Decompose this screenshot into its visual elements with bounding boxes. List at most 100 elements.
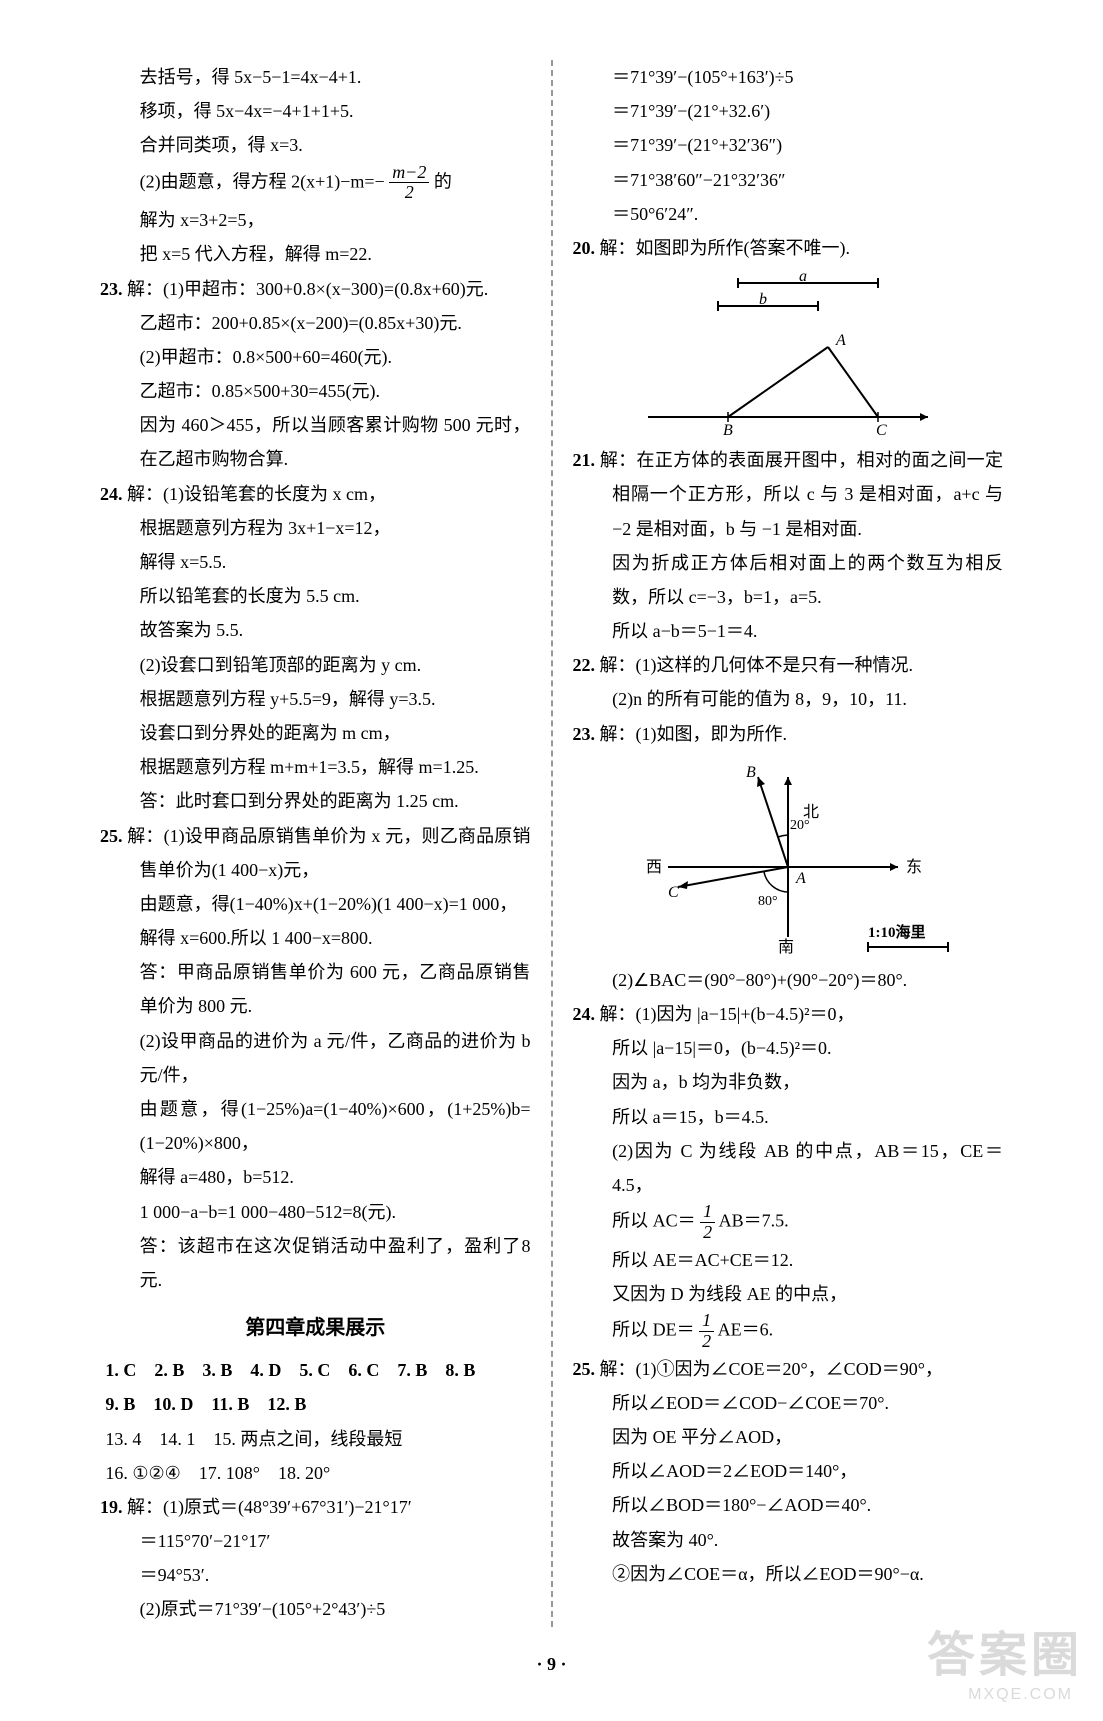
text-line: 所以 DE＝ 1 2 AE＝6. (573, 1311, 1004, 1352)
text-line: ＝71°38′60″−21°32′36″ (573, 163, 1004, 197)
problem-20: 20. 解：如图即为所作(答案不唯一). (573, 231, 1004, 265)
denominator: 2 (700, 1223, 715, 1243)
text-line: ＝71°39′−(21°+32.6′) (573, 94, 1004, 128)
text-line: ②因为∠COE＝α，所以∠EOD＝90°−α. (573, 1557, 1004, 1591)
text-line: 所以∠AOD＝2∠EOD＝140°， (573, 1454, 1004, 1488)
watermark-url: MXQE.COM (968, 1680, 1073, 1710)
text-line: (2)甲超市：0.8×500+60=460(元). (100, 340, 531, 374)
text-part: 的 (434, 171, 452, 191)
text-line: 解得 x=600.所以 1 400−x=800. (100, 921, 531, 955)
svg-text:C: C (668, 884, 679, 901)
text-line: 所以 |a−15|＝0，(b−4.5)²＝0. (573, 1031, 1004, 1065)
problem-19: 19. 解：(1)原式＝(48°39′+67°31′)−21°17′ (100, 1490, 531, 1524)
text-line: 解：(1)设甲商品原销售单价为 x 元，则乙商品原销售单价为(1 400−x)元… (127, 826, 530, 880)
text-part: (2)由题意，得方程 2(x+1)−m=− (140, 171, 385, 191)
svg-text:北: 北 (803, 803, 819, 821)
answer-row: 9. B 10. D 11. B 12. B (100, 1387, 531, 1421)
text-line: ＝71°39′−(105°+163′)÷5 (573, 60, 1004, 94)
text-line: 因为 460＞455，所以当顾客累计购物 500 元时，在乙超市购物合算. (100, 408, 531, 476)
text-line: ＝71°39′−(21°+32′36″) (573, 128, 1004, 162)
problem-number: 20. (573, 238, 596, 258)
text-line: 乙超市：200+0.85×(x−200)=(0.85x+30)元. (100, 306, 531, 340)
text-line: 所以 a＝15，b＝4.5. (573, 1100, 1004, 1134)
svg-text:东: 东 (906, 858, 922, 876)
text-line: (2)∠BAC＝(90°−80°)+(90°−20°)＝80°. (573, 963, 1004, 997)
text-line: 由题意，得(1−25%)a=(1−40%)×600，(1+25%)b=(1−20… (100, 1092, 531, 1160)
text-line: 1 000−a−b=1 000−480−512=8(元). (100, 1195, 531, 1229)
svg-text:C: C (876, 422, 887, 437)
text-line: 合并同类项，得 x=3. (100, 128, 531, 162)
text-line: ＝94°53′. (100, 1558, 531, 1592)
text-line: 答：甲商品原销售单价为 600 元，乙商品原销售单价为 800 元. (100, 955, 531, 1023)
segment-diagram-ab: a b (678, 271, 898, 321)
text-line: 解得 x=5.5. (100, 545, 531, 579)
text-line: 解：(1)这样的几何体不是只有一种情况. (600, 655, 914, 675)
answer-row: 16. ①②④ 17. 108° 18. 20° (100, 1456, 531, 1490)
problem-number: 22. (573, 655, 596, 675)
text-line: 根据题意列方程为 3x+1−x=12， (100, 511, 531, 545)
text-line: 解：(1)如图，即为所作. (600, 724, 788, 744)
text-line: 所以∠BOD＝180°−∠AOD＝40°. (573, 1488, 1004, 1522)
text-line: 又因为 D 为线段 AE 的中点， (573, 1277, 1004, 1311)
text-line: 根据题意列方程 y+5.5=9，解得 y=3.5. (100, 682, 531, 716)
svg-text:B: B (723, 422, 733, 437)
problem-number: 24. (100, 484, 123, 504)
text-line: 故答案为 5.5. (100, 613, 531, 647)
problem-number: 23. (100, 279, 123, 299)
answer-row: 13. 4 14. 1 15. 两点之间，线段最短 (100, 1422, 531, 1456)
answer-row: 1. C 2. B 3. B 4. D 5. C 6. C 7. B 8. B (100, 1353, 531, 1387)
problem-number: 21. (573, 450, 596, 470)
problem-21: 21. 解：在正方体的表面展开图中，相对的面之间一定相隔一个正方形，所以 c 与… (573, 443, 1004, 546)
problem-number: 24. (573, 1004, 596, 1024)
text-line: 解：在正方体的表面展开图中，相对的面之间一定相隔一个正方形，所以 c 与 3 是… (600, 450, 1003, 538)
text-line: 因为 a，b 均为非负数， (573, 1065, 1004, 1099)
page-number: · 9 · (40, 1647, 1063, 1681)
denominator: 2 (389, 183, 429, 203)
text-line: 所以∠EOD＝∠COD−∠COE＝70°. (573, 1386, 1004, 1420)
fraction: 1 2 (700, 1202, 715, 1243)
text-line: 答：该超市在这次促销活动中盈利了，盈利了8 元. (100, 1229, 531, 1297)
svg-text:西: 西 (646, 859, 662, 876)
text-line: 因为 OE 平分∠AOD， (573, 1420, 1004, 1454)
text-line: 把 x=5 代入方程，解得 m=22. (100, 237, 531, 271)
text-line: 移项，得 5x−4x=−4+1+1+5. (100, 94, 531, 128)
fraction: 1 2 (699, 1311, 714, 1352)
text-line: 解：(1)①因为∠COE＝20°，∠COD＝90°， (600, 1359, 943, 1379)
numerator: 1 (700, 1202, 715, 1223)
text-line: 所以铅笔套的长度为 5.5 cm. (100, 579, 531, 613)
problem-24: 24. 解：(1)因为 |a−15|+(b−4.5)²＝0， (573, 997, 1004, 1031)
chapter-title: 第四章成果展示 (100, 1309, 531, 1347)
text-line: 解得 a=480，b=512. (100, 1160, 531, 1194)
problem-22: 22. 解：(1)这样的几何体不是只有一种情况. (573, 648, 1004, 682)
problem-number: 25. (100, 826, 123, 846)
triangle-diagram: A B C (628, 327, 948, 437)
text-line: (2)原式＝71°39′−(105°+2°43′)÷5 (100, 1592, 531, 1626)
compass-diagram: B 20° C 80° 北 南 东 西 A 1:10海里 (608, 757, 968, 957)
text-line: 解为 x=3+2=5， (100, 203, 531, 237)
denominator: 2 (699, 1332, 714, 1352)
text-line: (2)n 的所有可能的值为 8，9，10，11. (573, 682, 1004, 716)
right-column: ＝71°39′−(105°+163′)÷5 ＝71°39′−(21°+32.6′… (553, 60, 1064, 1627)
svg-text:A: A (835, 332, 846, 349)
svg-text:80°: 80° (758, 894, 778, 909)
text-line: 故答案为 40°. (573, 1523, 1004, 1557)
text-part: AE＝6. (718, 1320, 774, 1340)
text-line: 由题意，得(1−40%)x+(1−20%)(1 400−x)=1 000， (100, 887, 531, 921)
text-line: 解：如图即为所作(答案不唯一). (600, 238, 851, 258)
numerator: 1 (699, 1311, 714, 1332)
svg-text:南: 南 (778, 938, 794, 956)
problem-number: 19. (100, 1497, 123, 1517)
text-line: 解：(1)因为 |a−15|+(b−4.5)²＝0， (600, 1004, 855, 1024)
svg-text:1:10海里: 1:10海里 (868, 923, 926, 941)
numerator: m−2 (389, 163, 429, 184)
text-line: 答：此时套口到分界处的距离为 1.25 cm. (100, 784, 531, 818)
problem-24: 24. 解：(1)设铅笔套的长度为 x cm， (100, 477, 531, 511)
text-line: 所以 AE＝AC+CE＝12. (573, 1243, 1004, 1277)
text-line: 去括号，得 5x−5−1=4x−4+1. (100, 60, 531, 94)
text-line: (2)因为 C 为线段 AB 的中点，AB＝15，CE＝4.5， (573, 1134, 1004, 1202)
left-column: 去括号，得 5x−5−1=4x−4+1. 移项，得 5x−4x=−4+1+1+5… (40, 60, 553, 1627)
text-line: 所以 a−b＝5−1＝4. (573, 614, 1004, 648)
text-line: 乙超市：0.85×500+30=455(元). (100, 374, 531, 408)
text-line: 解：(1)原式＝(48°39′+67°31′)−21°17′ (127, 1497, 412, 1517)
svg-text:A: A (795, 870, 806, 887)
